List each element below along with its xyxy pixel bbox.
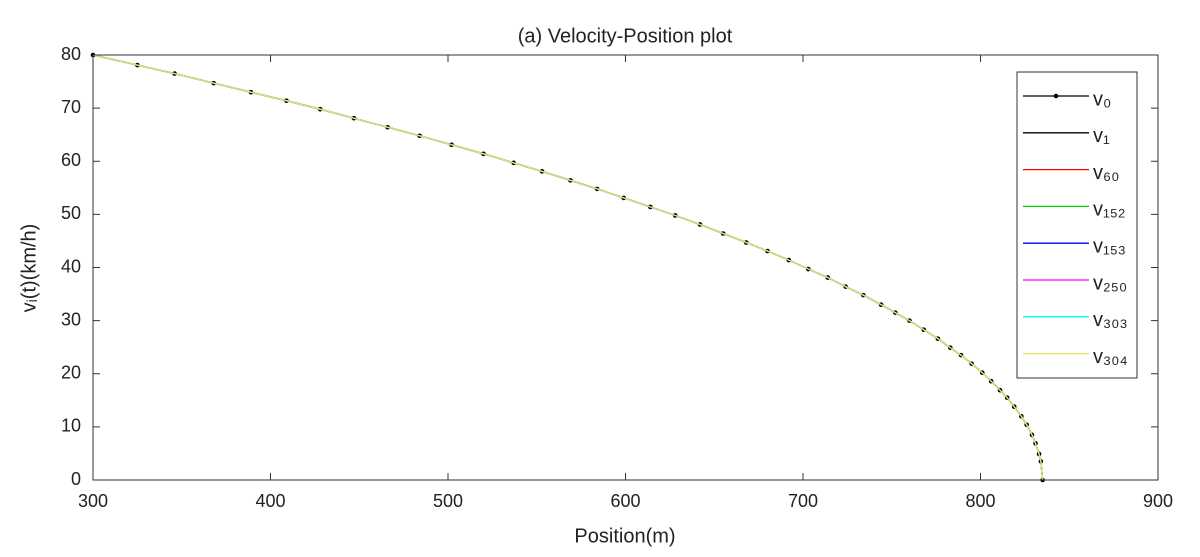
chart-title: (a) Velocity-Position plot (518, 25, 733, 47)
legend-label: v₀ (1093, 88, 1111, 110)
y-tick-label: 0 (71, 469, 81, 489)
y-tick-label: 30 (61, 309, 81, 329)
y-tick-label: 10 (61, 416, 81, 436)
axes-box (92, 54, 1159, 481)
x-tick-label: 700 (788, 491, 818, 511)
legend-label: v₆₀ (1093, 162, 1119, 184)
x-tick-label: 900 (1143, 491, 1173, 511)
y-tick-label: 40 (61, 256, 81, 276)
legend-label: v₃₀₃ (1093, 309, 1128, 331)
x-tick-label: 400 (255, 491, 285, 511)
y-tick-label: 60 (61, 150, 81, 170)
plot-area (93, 55, 1158, 480)
legend-label: v₃₀₄ (1093, 346, 1128, 368)
y-tick-label: 50 (61, 203, 81, 223)
legend-label: v₁₅₂ (1093, 199, 1126, 221)
x-axis-label: Position(m) (574, 525, 675, 547)
y-axis-label: vᵢ(t)(km/h) (18, 224, 40, 313)
legend-label: v₂₅₀ (1093, 272, 1127, 294)
legend-label: v₁ (1093, 125, 1110, 147)
x-tick-label: 500 (433, 491, 463, 511)
legend: v₀ v₁ v₆₀ v₁₅₂ v₁₅₃ v₂₅₀ v₃₀₃ v₃₀₄ (1016, 71, 1138, 379)
y-tick-label: 20 (61, 363, 81, 383)
legend-box (1016, 71, 1138, 379)
y-tick-label: 70 (61, 97, 81, 117)
legend-marker (1053, 93, 1059, 99)
legend-label: v₁₅₃ (1093, 235, 1126, 257)
y-tick-label: 80 (61, 44, 81, 64)
x-tick-label: 300 (78, 491, 108, 511)
series-line (92, 54, 1044, 481)
x-tick-label: 600 (610, 491, 640, 511)
x-tick-label: 800 (965, 491, 995, 511)
